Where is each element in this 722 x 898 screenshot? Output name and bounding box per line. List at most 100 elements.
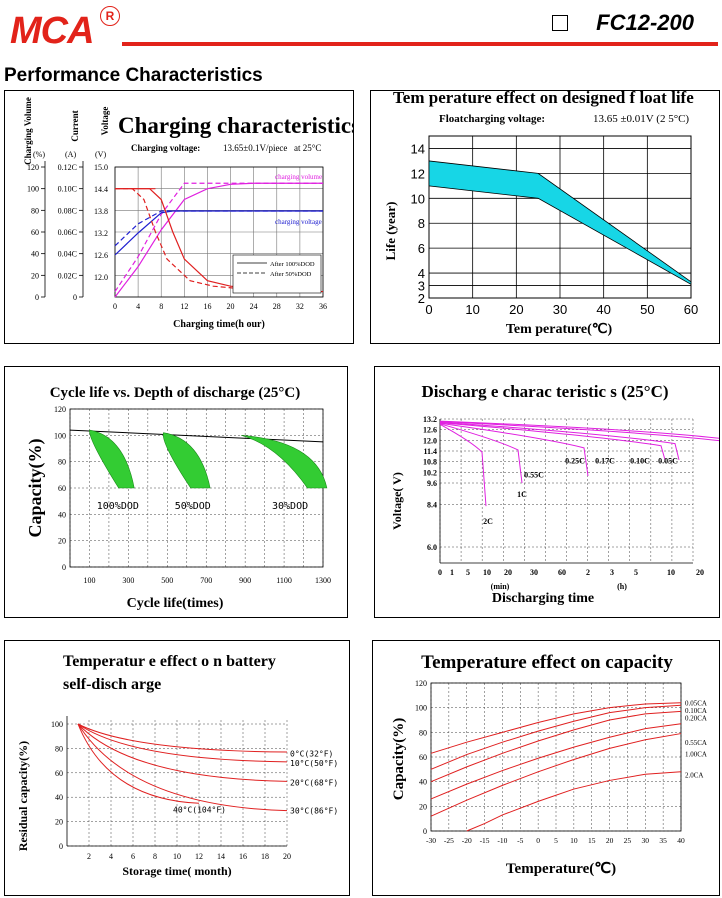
y-tick-label: 8.4 [427,500,437,509]
x-tick-label: 10 [173,852,181,861]
y-tick-label: 12.0 [423,436,437,445]
capacity-curve-4 [430,733,682,817]
y-tick-label: 10 [411,191,425,206]
curve-label: 0.55C [524,471,544,480]
dod-band-0 [89,429,135,489]
legend-dashed-label: After 50%DOD [270,271,312,278]
voltage-tick-label: 15.0 [94,163,108,172]
charging-chart: Charging characteristics Charging voltage… [23,97,353,330]
volume-tick-label: 80 [31,206,39,215]
volume-unit: (%) [33,150,45,159]
y-tick-label: 60 [419,753,427,762]
x-tick-label: 32 [296,302,304,311]
float-life-chart: 0 10 20 30 40 50 60 234 6 8 10 12 14 Tem perature eff… [383,91,698,337]
x-tick-label: 20 [606,836,614,845]
x-tick-label: 12 [180,302,188,311]
series-label: 40°C(104°F) [173,805,226,814]
y-tick-label: 40 [58,510,66,519]
y-tick-label: 0 [59,842,63,851]
x-tick-label: 900 [239,576,251,585]
self-discharge-curve-4 [77,723,200,804]
series-label: 10°C(50°F) [290,759,338,768]
dod-band-1 [162,432,211,489]
x-tick-label: 60 [684,302,698,317]
discharge-curve-2 [439,422,589,476]
x-tick-label: 20 [509,302,523,317]
temp-capacity-panel: 0 20 40 60 80 100 120 -30 -25 -20 -15 -10 -5 0 5 10 15 20… [372,640,720,896]
volume-tick-label: 100 [27,185,39,194]
x-tick-min-label: 60 [558,568,566,577]
x-tick-h-label: 5 [634,568,638,577]
y-tick-label: 100 [54,431,66,440]
current-tick-label: 0.12C [58,163,77,172]
current-axis-title: Current [70,110,80,141]
volume-axis-title: Charging Volume [23,97,33,165]
series-label: 0.20CA [685,715,707,723]
curve-label: 0.05C [658,456,678,465]
x-tick-label: 4 [136,302,140,311]
curve-label: 0.10C [630,456,650,465]
x-tick-min-label: 0 [438,568,442,577]
y-tick-label: 14 [411,141,425,156]
x-tick-h-label: 2 [586,568,590,577]
x-tick-label: 12 [195,852,203,861]
self-discharge-curve-0 [77,723,288,753]
dod-label: 30%DOD [272,501,308,512]
voltage-tick-label: 13.2 [94,229,108,238]
float-life-panel: 0 10 20 30 40 50 60 2 3 4 6 8 10 12 14 Tem perature eff… [370,90,720,344]
x-tick-label: 300 [122,576,134,585]
y-tick-label: 4 [418,266,425,281]
cycle-life-chart: 0 20 40 60 80 100 120 100 300 500 700 900 1100 1300 10… [25,385,331,611]
x-tick-label: 40 [596,302,610,317]
series-label: 1.00CA [685,750,707,758]
subtitle-temp: at 25°C [294,143,321,153]
x-tick-min-label: 20 [504,568,512,577]
dod-band-2 [241,435,328,489]
y-axis-title: Capacity(%) [25,439,46,538]
x-tick-label: 15 [588,836,596,845]
y-tick-label: 3 [418,279,425,294]
series-label: 2.0CA [685,771,703,779]
curve-label: 0.17C [595,456,615,465]
x-tick-label: 50 [640,302,654,317]
y-tick-label: 6 [418,241,425,256]
series-label: 30°C(86°F) [290,807,338,816]
series-label: 20°C(68°F) [290,779,338,788]
x-tick-label: 20 [283,852,291,861]
x-tick-min-label: 10 [483,568,491,577]
plot-frame [114,166,324,298]
x-tick-label: -10 [497,836,507,845]
self-discharge-curve-1 [77,723,288,763]
volume-tick-label: 120 [27,163,39,172]
x-tick-label: 500 [161,576,173,585]
y-tick-label: 40 [419,778,427,787]
charging-voltage-line-50 [114,210,323,247]
x-axis-title: Cycle life(times) [127,596,224,611]
self-discharge-curve-3 [77,723,288,812]
subtitle-label: Charging voltage: [131,143,200,153]
y-tick-label: 12 [411,166,425,181]
x-tick-label: 6 [131,852,135,861]
x-axis-title: Temperature(℃) [506,861,616,877]
plot-frame [430,682,682,832]
y-tick-label: 60 [55,769,63,778]
x-tick-label: -15 [480,836,490,845]
y-axis-title: Life (year) [383,202,398,261]
temp-capacity-chart: 0 20 40 60 80 100 120 -30 -25 -20 -15 -10 -5 0 5 10 15 20… [391,652,707,877]
voltage-axis-title: Voltage [100,107,110,136]
capacity-curve-5 [466,771,682,832]
series-label: 0°C(32°F) [290,749,333,758]
volume-tick-label: 0 [35,293,39,302]
dod-label: 100%DOD [97,501,139,512]
float-life-band [428,160,692,285]
x-tick-label: -5 [517,836,523,845]
y-tick-label: 120 [415,679,427,688]
subtitle-value: 13.65±0.1V/piece [223,143,287,153]
discharge-chart: 6.08.49.610.210.811.412.012.613.20 1 5 10 20… [390,382,719,606]
capacity-curve-0 [430,702,682,754]
legend-solid-label: After 100%DOD [270,261,315,268]
series-label: 0.55CA [685,739,707,747]
x-tick-label: 18 [261,852,269,861]
y-tick-label: 10.8 [423,458,437,467]
x-tick-label: 8 [159,302,163,311]
